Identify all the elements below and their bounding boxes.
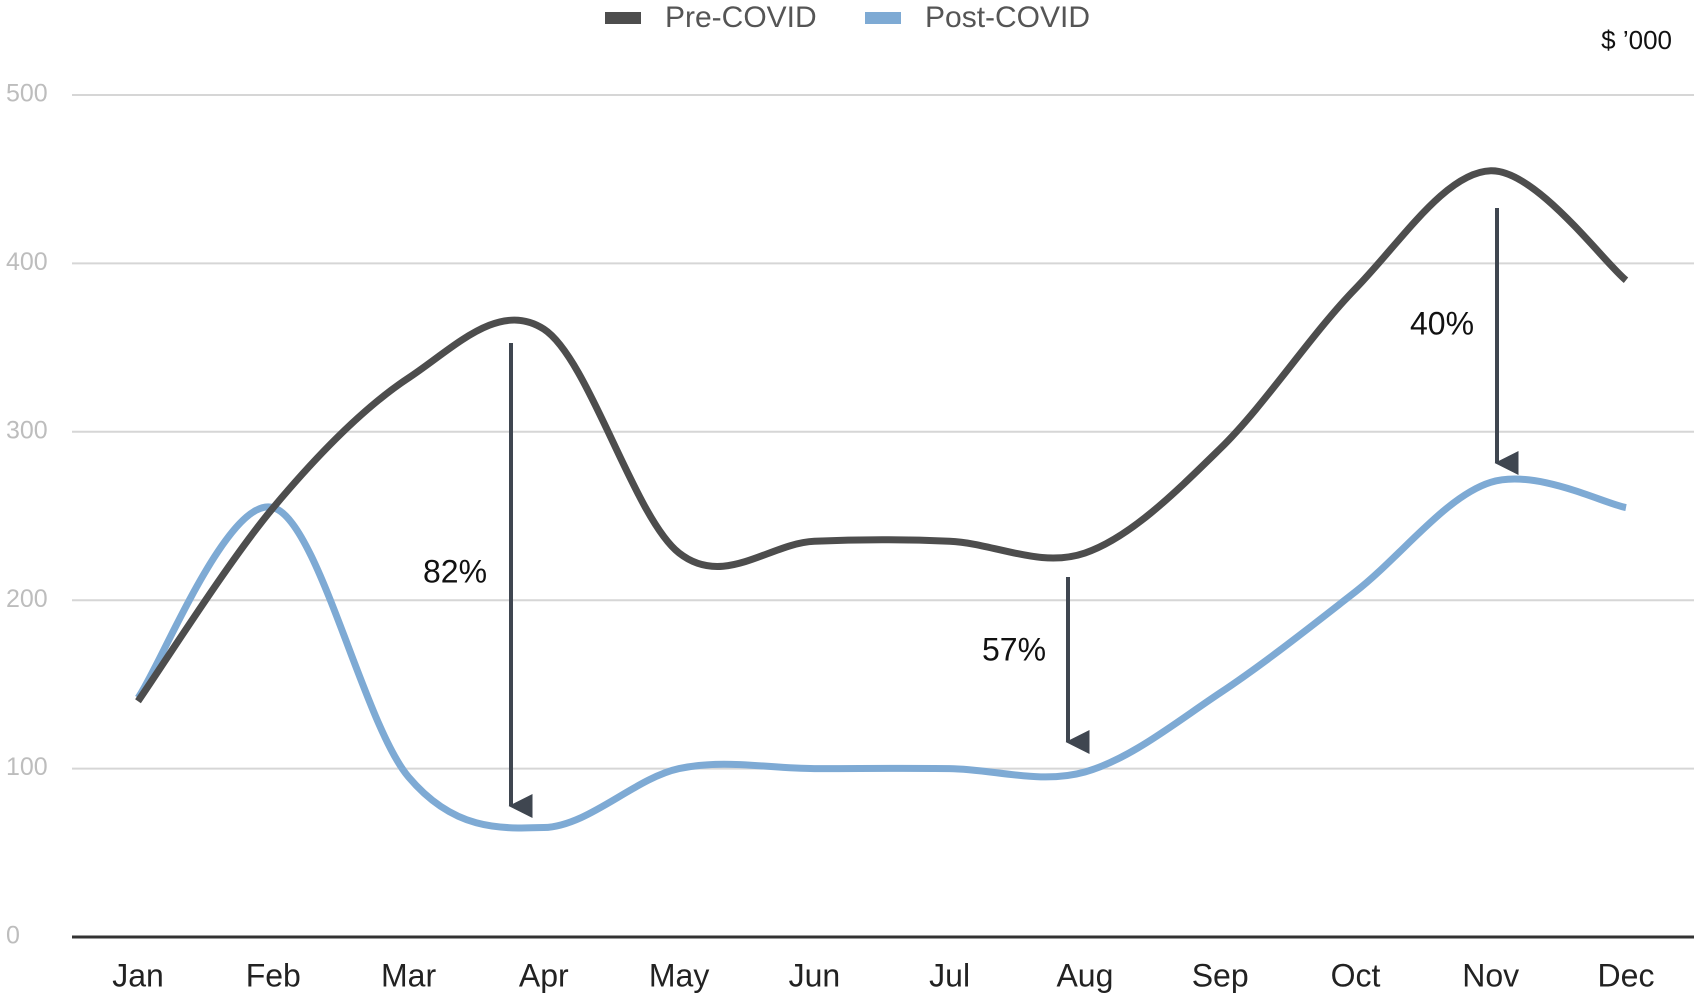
x-tick-label: Dec xyxy=(1598,957,1655,993)
x-tick-label: Apr xyxy=(519,957,569,993)
x-tick-label: Feb xyxy=(246,957,301,993)
x-tick-label: May xyxy=(649,957,709,993)
x-tick-label: Jan xyxy=(112,957,164,993)
y-tick-label: 200 xyxy=(6,585,48,613)
y-tick-label: 500 xyxy=(6,80,48,108)
x-tick-label: Oct xyxy=(1331,957,1381,993)
y-tick-label: 100 xyxy=(6,753,48,781)
x-tick-label: Nov xyxy=(1462,957,1519,993)
series-line xyxy=(135,167,1629,704)
legend-swatch xyxy=(865,12,901,24)
y-tick-label: 300 xyxy=(6,416,48,444)
unit-label: $ ’000 xyxy=(1601,25,1672,55)
arrows xyxy=(508,208,1519,818)
annotation: 57% xyxy=(982,631,1046,667)
plot: 0 100 200 300 400 500 Jan Feb Mar Apr May Jun Jul Aug… xyxy=(6,1,1694,993)
annotation: 40% xyxy=(1410,305,1474,341)
x-tick-label: Sep xyxy=(1192,957,1249,993)
x-tick-label: Mar xyxy=(381,957,436,993)
series-line xyxy=(135,475,1627,832)
legend-label: Post-COVID xyxy=(925,1,1090,34)
annotation: 82% xyxy=(423,553,487,589)
x-tick-label: Aug xyxy=(1056,957,1113,993)
x-tick-label: Jul xyxy=(929,957,970,993)
x-tick-label: Jun xyxy=(789,957,841,993)
y-tick-label: 400 xyxy=(6,248,48,276)
y-tick-label: 0 xyxy=(6,922,20,950)
legend-label: Pre-COVID xyxy=(665,1,817,34)
legend-swatch xyxy=(605,12,641,24)
